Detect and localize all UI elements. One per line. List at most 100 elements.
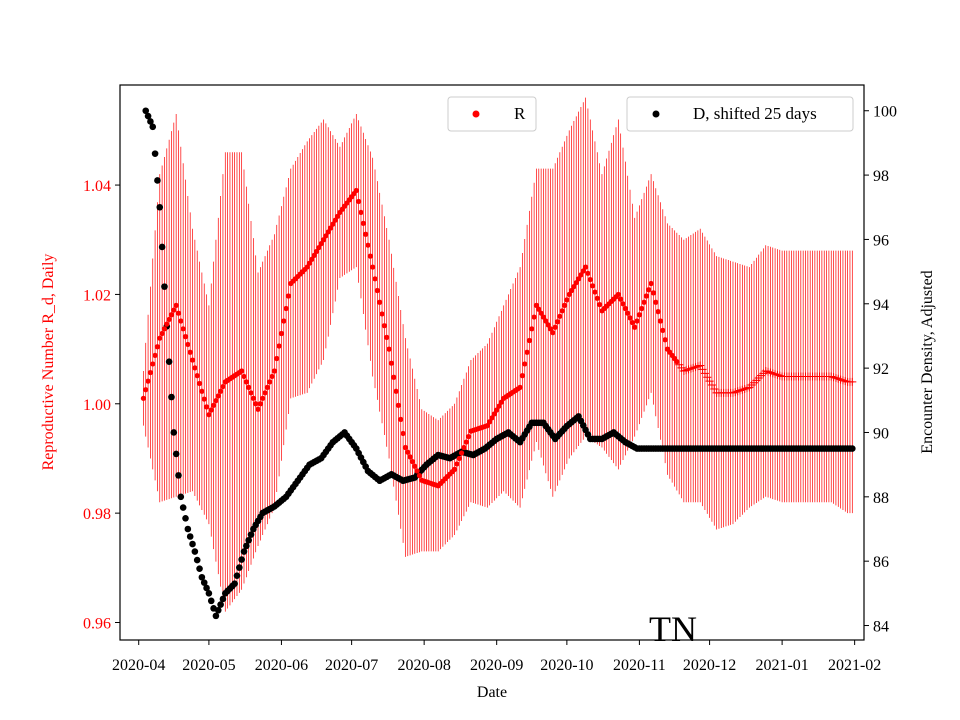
- r-point: [653, 299, 659, 305]
- r-point: [248, 390, 254, 396]
- r-point: [206, 412, 212, 418]
- r-point: [573, 280, 579, 286]
- r-point: [356, 198, 362, 205]
- r-point: [407, 454, 413, 460]
- r-point: [203, 404, 210, 410]
- x-tick-label: 2020-07: [325, 657, 378, 674]
- r-point: [550, 330, 556, 336]
- d-point: [186, 533, 194, 540]
- r-point: [526, 337, 533, 344]
- r-point: [414, 468, 420, 474]
- r-point: [309, 256, 315, 262]
- r-point: [580, 268, 586, 274]
- d-point: [849, 445, 856, 452]
- r-point: [564, 297, 570, 303]
- r-point: [575, 276, 582, 282]
- legend-r: R: [447, 96, 537, 132]
- r-point: [316, 244, 322, 251]
- r-point: [641, 299, 647, 305]
- r-point: [320, 237, 327, 243]
- d-point: [144, 112, 152, 120]
- r-point: [554, 319, 561, 325]
- r-point: [152, 352, 158, 358]
- r-point: [463, 439, 469, 445]
- y-left-tick-label: 0.96: [83, 616, 111, 633]
- r-point: [250, 395, 256, 401]
- r-point: [660, 327, 666, 333]
- r-point: [253, 401, 259, 407]
- r-point: [215, 393, 221, 399]
- r-point: [246, 384, 252, 390]
- r-point: [547, 326, 554, 332]
- d-point: [154, 177, 161, 184]
- r-point: [587, 276, 593, 283]
- r-point: [365, 242, 371, 248]
- r-point: [159, 330, 165, 337]
- y-right-tick-label: 90: [873, 425, 889, 442]
- x-axis-ticks: 2020-04 2020-05 2020-06 2020-07 2020-08 2020-…: [112, 640, 881, 674]
- r-point: [267, 379, 273, 385]
- r-point: [381, 323, 387, 329]
- y-right-tick-label: 98: [873, 168, 889, 185]
- r-point: [648, 280, 654, 287]
- r-point: [178, 318, 184, 324]
- d-point: [212, 612, 220, 620]
- d-point: [156, 203, 164, 211]
- r-point: [313, 248, 320, 255]
- d-point: [231, 580, 238, 587]
- r-point: [585, 270, 591, 276]
- d-point: [219, 595, 227, 603]
- r-point: [220, 383, 226, 390]
- r-point: [241, 373, 247, 380]
- r-point: [360, 220, 366, 226]
- r-point: [566, 291, 572, 298]
- r-point: [143, 387, 149, 393]
- legend-d: D, shifted 25 days: [626, 96, 854, 132]
- r-point: [168, 312, 175, 318]
- d-point: [158, 243, 166, 251]
- plot-frame: [119, 84, 865, 641]
- r-point: [496, 403, 502, 409]
- d-point: [236, 564, 243, 571]
- x-tick-label: 2020-04: [112, 657, 165, 674]
- r-point: [278, 330, 285, 337]
- r-point: [208, 407, 214, 413]
- d-point: [193, 556, 201, 564]
- r-point: [199, 388, 205, 394]
- r-point: [634, 318, 640, 324]
- r-point: [646, 287, 652, 293]
- r-point: [185, 341, 191, 348]
- x-tick-label: 2020-11: [613, 657, 666, 674]
- legend-d-box: [626, 96, 854, 132]
- legend-d-marker: [652, 110, 660, 118]
- r-point: [281, 318, 287, 324]
- r-point: [180, 326, 186, 332]
- legend-r-box: [447, 96, 537, 132]
- y-left-tick-label: 0.98: [83, 506, 111, 523]
- r-point: [400, 430, 406, 437]
- y-right-axis-ticks: 84 86 88 90 92 94 96 98 100: [864, 104, 897, 636]
- r-point: [201, 396, 207, 402]
- state-annotation: TN: [649, 609, 697, 649]
- d-point: [189, 540, 196, 548]
- r-point: [416, 473, 423, 479]
- y-right-tick-label: 92: [873, 361, 889, 378]
- r-point: [187, 349, 193, 355]
- d-point: [243, 542, 250, 550]
- r-point: [571, 284, 577, 290]
- x-tick-label: 2021-02: [828, 657, 881, 674]
- x-tick-label: 2020-09: [470, 657, 523, 674]
- r-point: [636, 312, 642, 318]
- y-left-tick-label: 1.02: [83, 287, 111, 304]
- r-point: [145, 378, 151, 384]
- r-point: [592, 289, 598, 295]
- r-point: [140, 395, 146, 401]
- r-point: [330, 221, 336, 227]
- r-series-layer: [140, 187, 857, 489]
- y-right-tick-label: 94: [873, 297, 889, 314]
- r-point: [405, 449, 411, 455]
- r-point: [643, 293, 650, 299]
- r-point: [674, 359, 680, 365]
- d-point: [238, 556, 245, 563]
- r-point: [171, 307, 177, 313]
